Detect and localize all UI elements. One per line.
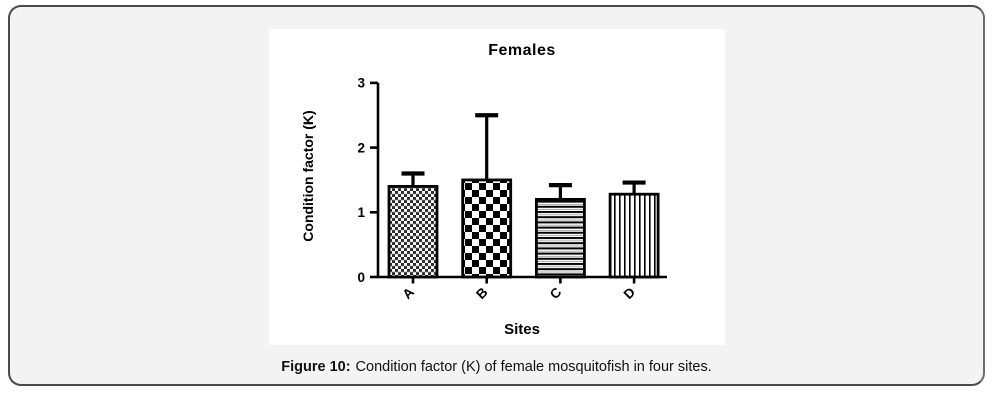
figure-caption: Figure 10: Condition factor (K) of female… (10, 359, 983, 375)
figure-caption-label: Figure 10: (281, 359, 351, 375)
chart-title: Females (488, 42, 556, 59)
x-category-label: D (621, 284, 639, 302)
y-tick-label: 2 (357, 140, 365, 155)
bars (387, 113, 660, 279)
y-axis-label: Condition factor (K) (300, 110, 316, 242)
figure-caption-text: Condition factor (K) of female mosquitof… (355, 359, 712, 375)
figure-frame: 0 1 2 3 A B C D Females Condition factor (K) Si… (8, 5, 985, 386)
x-axis-label: Sites (504, 321, 540, 338)
bar-chart: 0 1 2 3 A B C D (357, 76, 667, 302)
bar-B (461, 178, 513, 279)
y-tick-label: 1 (357, 205, 365, 220)
bar-C (534, 197, 586, 279)
x-category-label: C (547, 284, 565, 302)
bar-D (608, 192, 660, 279)
y-tick-label: 3 (357, 76, 365, 91)
y-tick-label: 0 (357, 270, 365, 285)
bar-A (387, 185, 439, 279)
chart-panel: 0 1 2 3 A B C D Females Condition factor (K) Si… (269, 29, 725, 345)
x-category-label: B (473, 284, 491, 302)
x-category-label: A (399, 284, 417, 302)
